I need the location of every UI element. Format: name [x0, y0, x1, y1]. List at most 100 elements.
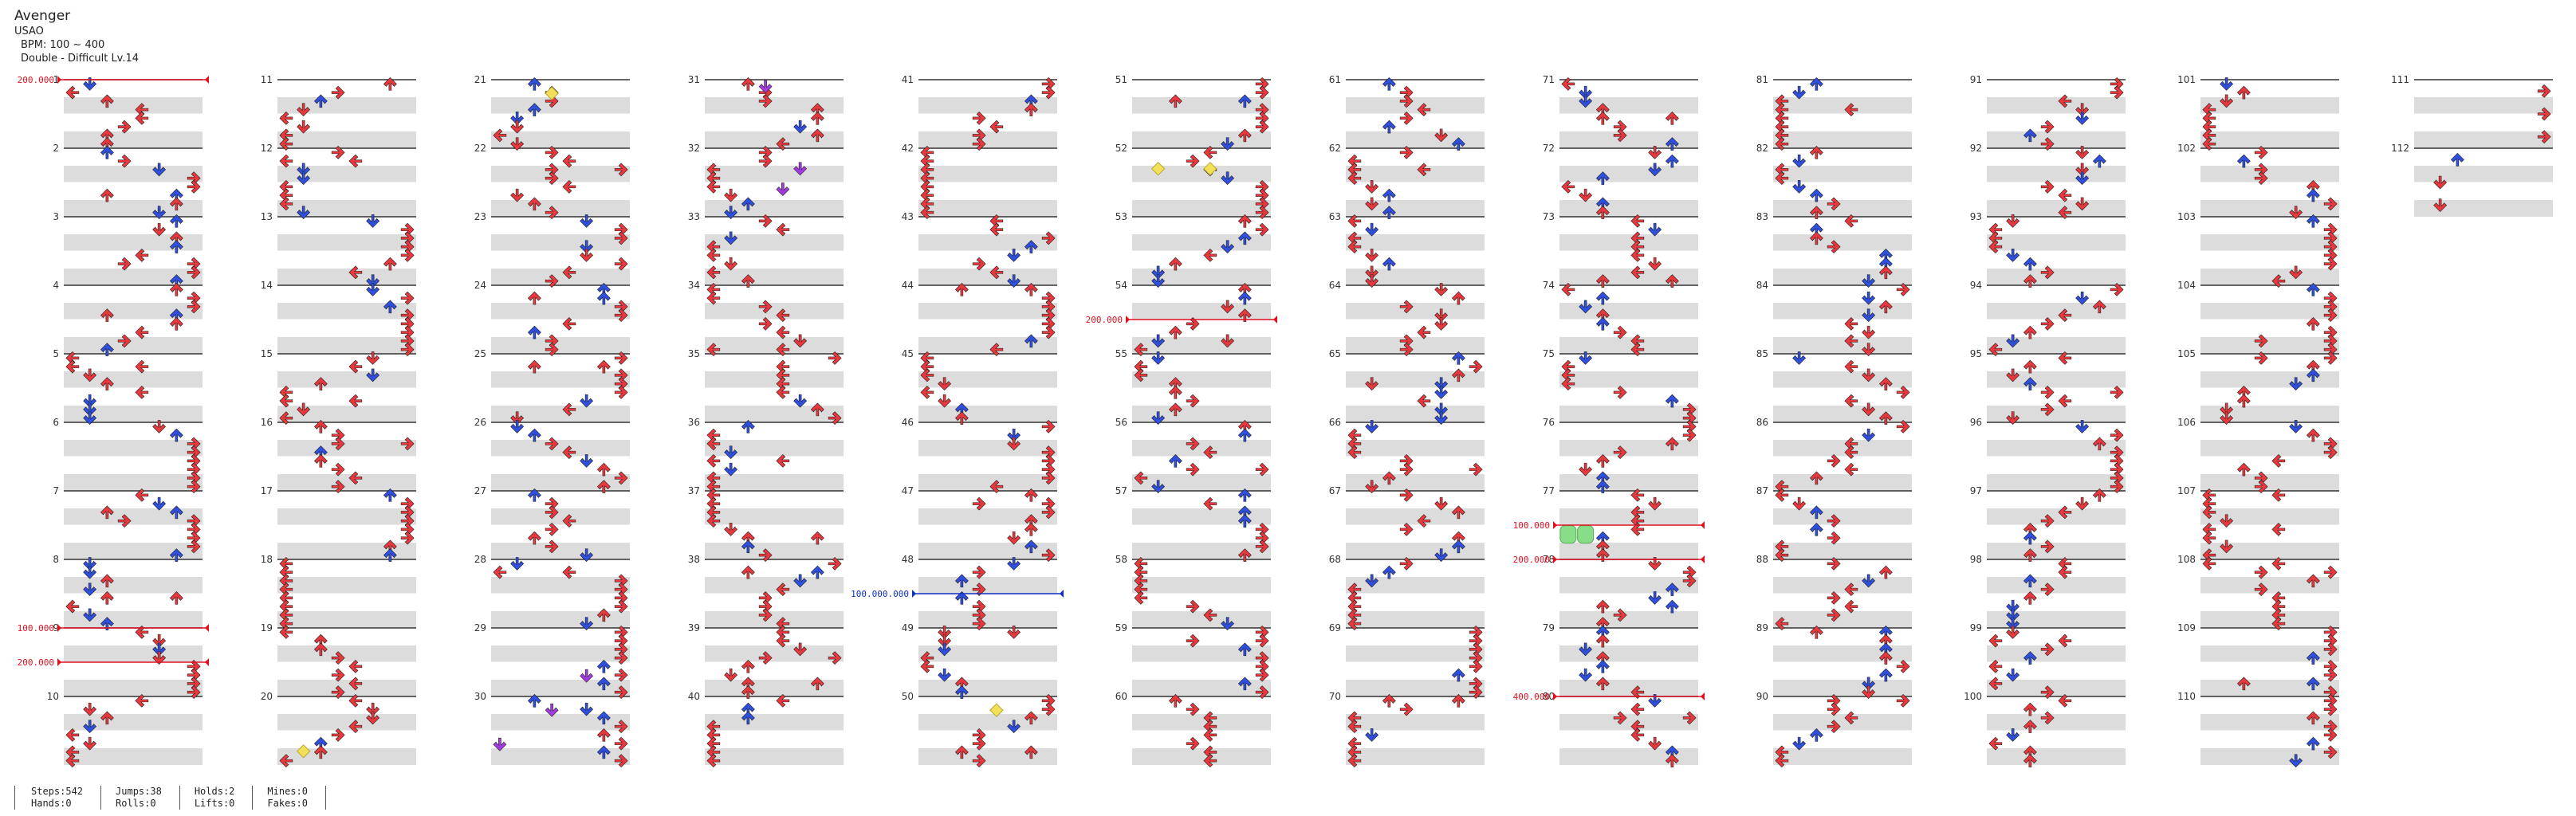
step-arrow-up [1595, 274, 1610, 288]
step-arrow-right [2040, 179, 2055, 194]
step-arrow-left [1561, 377, 1575, 391]
step-arrow-down [297, 163, 311, 177]
bpm-change-label: 200.000 [18, 657, 54, 668]
step-arrow-down [1221, 300, 1235, 314]
step-arrow-down [793, 334, 808, 348]
step-arrow-down [1862, 308, 1876, 323]
step-arrow-down [1007, 557, 1021, 571]
step-arrow-left [135, 385, 149, 399]
step-arrow-right [972, 617, 986, 631]
step-arrow-right [1399, 488, 1414, 502]
step-arrow-right [1613, 325, 1627, 339]
beat-band [64, 268, 203, 285]
step-arrow-down [938, 394, 952, 408]
beat-band [705, 473, 844, 491]
step-arrow-up [2023, 574, 2037, 588]
beat-band [491, 302, 630, 320]
beat-band [491, 679, 630, 696]
beat-band [1132, 371, 1271, 388]
beat-band [1132, 233, 1271, 251]
step-arrow-down [1648, 736, 1662, 751]
beat-band [705, 233, 844, 251]
step-arrow-left [348, 265, 363, 280]
measure-number: 81 [1756, 74, 1768, 85]
step-arrow-right [117, 334, 132, 348]
step-arrow-down [1221, 617, 1235, 631]
beat-band [64, 233, 203, 251]
step-arrow-left [135, 488, 149, 502]
yellow-note [1150, 162, 1166, 176]
measure-number: 106 [2177, 417, 2196, 428]
beat-band [2200, 679, 2339, 696]
beat-band [64, 439, 203, 457]
step-arrow-up [2450, 152, 2464, 167]
step-arrow-down [83, 583, 97, 597]
step-arrow-right [1827, 514, 1841, 528]
step-arrow-right [1827, 590, 1841, 605]
step-arrow-down [1365, 480, 1379, 494]
step-arrow-down [1862, 325, 1876, 339]
step-arrow-right [1399, 94, 1414, 108]
measure-number: 59 [1115, 622, 1127, 634]
step-arrow-down [2289, 420, 2303, 434]
step-arrow-up [1382, 565, 1396, 579]
step-arrow-up [1595, 659, 1610, 673]
step-arrow-left [1844, 583, 1858, 597]
measure-number: 38 [688, 554, 700, 565]
step-arrow-down [297, 206, 311, 220]
step-arrow-right [187, 480, 201, 494]
step-arrow-down [1151, 411, 1166, 426]
step-arrow-down [2006, 214, 2020, 228]
beat-band [1773, 371, 1912, 388]
measure-number: 108 [2177, 554, 2196, 565]
measure-number: 82 [1756, 143, 1768, 154]
step-arrow-down [1579, 300, 1593, 314]
step-arrow-right [758, 154, 773, 168]
step-arrow-down [2220, 411, 2234, 426]
step-arrow-left [1347, 754, 1362, 768]
beat-band [1987, 473, 2126, 491]
step-arrow-right [1255, 120, 1269, 134]
step-arrow-up [1878, 651, 1893, 665]
step-arrow-right [1613, 608, 1627, 622]
measure-number: 18 [261, 554, 273, 565]
step-arrow-up [1809, 231, 1823, 245]
step-arrow-left [1630, 685, 1645, 700]
beat-band [1346, 96, 1485, 114]
beat-band [2200, 576, 2339, 594]
step-arrow-left [1844, 214, 1858, 228]
beat-band [277, 576, 416, 594]
beat-band [1346, 165, 1485, 182]
step-arrow-right [1041, 419, 1056, 434]
step-arrow-down [2006, 334, 2020, 348]
step-arrow-left [2271, 556, 2286, 571]
beat-band [1346, 713, 1485, 731]
step-arrow-down [580, 548, 594, 563]
beat-band [1773, 233, 1912, 251]
step-arrow-right [1041, 85, 1056, 100]
step-arrow-down [1434, 283, 1449, 296]
step-arrow-down [2433, 198, 2448, 213]
step-arrow-up [1595, 171, 1610, 185]
step-arrow-down [2075, 291, 2090, 305]
step-arrow-right [2323, 642, 2338, 657]
measure-number: 72 [1543, 143, 1555, 154]
step-arrow-right [2040, 120, 2055, 134]
step-arrow-up [596, 480, 611, 493]
step-arrow-right [2323, 745, 2338, 759]
beat-band [64, 96, 203, 114]
beat-band [2200, 302, 2339, 320]
beat-band [64, 679, 203, 696]
step-arrow-right [2254, 145, 2268, 159]
step-arrow-right [400, 248, 415, 262]
step-arrow-up [1168, 257, 1182, 271]
beat-band [277, 336, 416, 354]
step-arrow-down [2220, 94, 2234, 108]
step-arrow-down [366, 274, 380, 288]
step-arrow-right [972, 257, 986, 271]
beat-band [1559, 473, 1698, 491]
step-arrow-down [1648, 591, 1662, 605]
step-arrow-up [810, 531, 824, 545]
beat-band [64, 645, 203, 662]
step-arrow-right [400, 291, 415, 305]
